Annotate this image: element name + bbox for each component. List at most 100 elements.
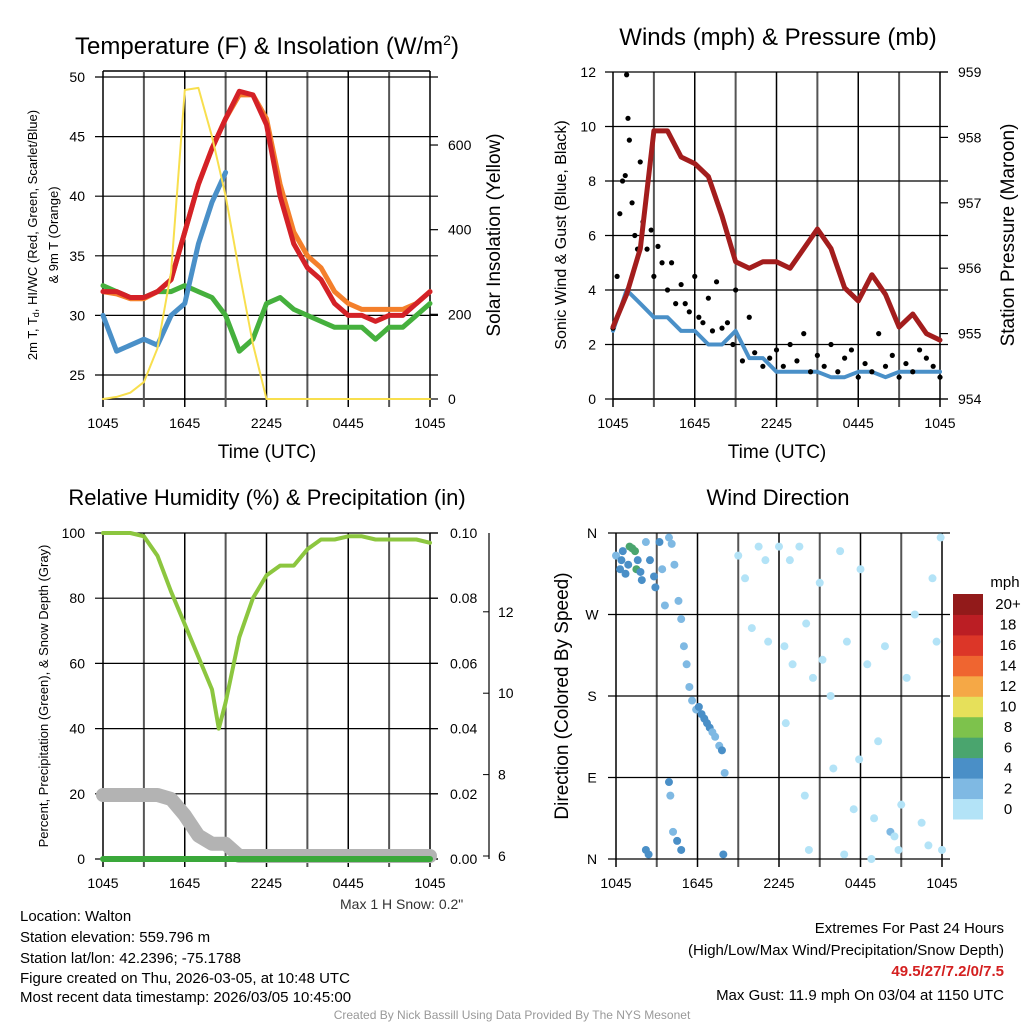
x-tick-label: 1045 [414, 875, 445, 891]
legend-swatch [953, 757, 983, 779]
y-axis-label: Percent, Precipitation (Green), & Snow D… [36, 545, 51, 848]
gust-point [930, 363, 936, 369]
wind-direction-point [800, 791, 809, 800]
gust-point [624, 72, 630, 78]
wind-direction-point [802, 619, 811, 628]
wind-direction-point [645, 556, 654, 565]
y-tick-label: 0 [588, 391, 596, 407]
gust-point [787, 341, 793, 348]
y-tick-label: 10 [580, 119, 596, 135]
gust-point [700, 320, 706, 326]
gust-point [637, 159, 643, 165]
wind-direction-point [938, 845, 946, 854]
series-2m-t [100, 88, 433, 324]
y2-tick-label: 958 [958, 129, 982, 145]
legend-swatch [953, 675, 983, 697]
winds-panel: Winds (mph) & Pressure (mb) Time (UTC) S… [553, 24, 1019, 463]
wind-direction-point [669, 827, 678, 836]
y3-tick-label: 12 [498, 604, 514, 620]
y-tick-label: N [587, 525, 597, 541]
wind-direction-point [644, 850, 653, 859]
y3-tick-label: 8 [498, 767, 506, 783]
legend-swatch [953, 716, 983, 738]
gust-point [848, 347, 855, 353]
wind-direction-point [894, 845, 903, 854]
legend-title: mph [990, 574, 1019, 591]
legend-label: 20+ [995, 596, 1021, 613]
legend-swatch [953, 634, 983, 656]
gust-point [614, 273, 620, 279]
wind-direction-point [788, 660, 797, 669]
gust-point [828, 341, 834, 348]
y2-axis-label: Solar Insolation (Yellow) [484, 133, 505, 336]
wind-direction-point [636, 567, 645, 576]
station-elevation: Station elevation: 559.796 m [20, 929, 211, 946]
gust-point [733, 287, 739, 293]
legend-label: 0 [1004, 801, 1012, 818]
wind-direction-point [928, 574, 937, 583]
legend-label: 18 [1000, 617, 1017, 634]
x-tick-label: 1045 [414, 415, 445, 431]
legend-label: 12 [1000, 678, 1017, 695]
y-tick-label: 40 [69, 188, 85, 204]
y2-tick-label: 0.02 [450, 786, 477, 802]
legend-label: 4 [1004, 760, 1012, 777]
gust-point [648, 227, 654, 233]
wind-direction-point [734, 551, 743, 560]
gust-point [626, 137, 632, 143]
x-tick-label: 0445 [843, 415, 874, 431]
wind-direction-point [717, 746, 726, 755]
wind-direction-point [673, 836, 682, 845]
humidity-title: Relative Humidity (%) & Precipitation (i… [68, 485, 465, 510]
gust-point [855, 374, 861, 380]
wind-direction-point [637, 576, 646, 585]
wind-direction-point [650, 572, 659, 581]
wind-direction-point [677, 615, 686, 624]
y2-tick-label: 957 [958, 195, 982, 211]
wind-direction-point [932, 637, 941, 646]
wind-direction-point [720, 768, 729, 777]
gust-point [682, 301, 688, 307]
wind-direction-point [711, 732, 720, 741]
legend-label: 16 [1000, 637, 1017, 654]
gust-point [903, 360, 909, 367]
gust-point [619, 178, 626, 184]
y3-tick-label: 10 [498, 685, 514, 701]
wind-direction-point [677, 845, 686, 854]
y-tick-label: 30 [69, 307, 85, 323]
wind-direction-point [741, 574, 750, 583]
gust-point [644, 246, 650, 252]
y-tick-label: 35 [69, 248, 85, 264]
gust-point [724, 320, 731, 326]
wind-direction-panel: Wind Direction Direction (Colored By Spe… [552, 485, 1021, 891]
figure-created: Figure created on Thu, 2026-03-05, at 10… [20, 970, 350, 987]
wind-direction-point [616, 565, 625, 574]
wind-direction-point [660, 601, 669, 610]
gust-point [896, 374, 902, 380]
y2-tick-label: 955 [958, 326, 982, 342]
y-axis-label: Direction (Colored By Speed) [552, 572, 573, 819]
humidity-panel: Relative Humidity (%) & Precipitation (i… [36, 485, 514, 891]
wind-direction-point [664, 533, 673, 542]
gust-point [739, 358, 746, 364]
x-tick-label: 1045 [597, 415, 628, 431]
wind-direction-point [902, 673, 911, 682]
wind-direction-point [775, 542, 783, 551]
wind-direction-point [826, 692, 835, 700]
y-axis-label: Sonic Wind & Gust (Blue, Black) [553, 120, 570, 349]
extremes-values: 49.5/27/7.2/0/7.5 [891, 963, 1004, 980]
wind-direction-point [870, 814, 879, 823]
y2-tick-label: 0.06 [450, 655, 477, 671]
y-tick-label: 40 [69, 721, 85, 737]
wind-direction-point [818, 655, 827, 664]
gust-point [617, 211, 623, 217]
gust-point [794, 358, 800, 364]
y2-axis-label: Station Pressure (Maroon) [998, 124, 1019, 347]
legend-swatch [953, 778, 983, 800]
wind-direction-point [655, 538, 664, 547]
x-tick-label: 1045 [600, 875, 631, 891]
y-tick-label: 0 [77, 851, 85, 867]
y2-tick-label: 600 [448, 137, 472, 153]
wind-direction-point [664, 778, 673, 787]
